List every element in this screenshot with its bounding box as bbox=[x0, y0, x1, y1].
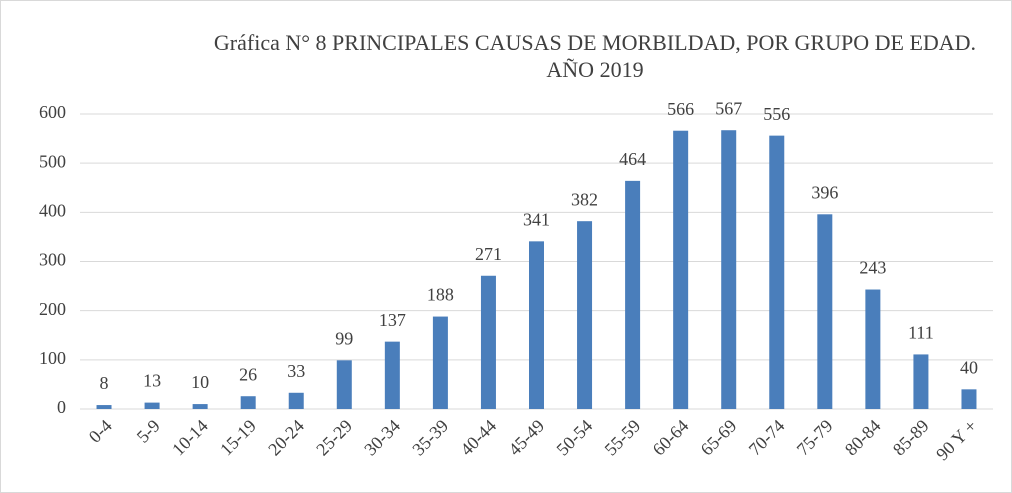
data-label: 382 bbox=[571, 189, 598, 209]
data-label: 13 bbox=[143, 371, 161, 391]
data-label: 10 bbox=[191, 372, 209, 392]
bar bbox=[480, 275, 496, 409]
data-label: 271 bbox=[475, 244, 502, 264]
data-label: 26 bbox=[239, 364, 257, 384]
chart-title: Gráfica N° 8 PRINCIPALES CAUSAS DE MORBI… bbox=[214, 30, 976, 82]
bar bbox=[529, 241, 544, 409]
data-label: 188 bbox=[427, 285, 454, 305]
data-label: 8 bbox=[100, 373, 109, 393]
y-tick-label: 600 bbox=[39, 102, 66, 122]
bar bbox=[144, 402, 160, 409]
y-tick-label: 200 bbox=[39, 299, 66, 319]
data-label: 396 bbox=[811, 182, 838, 202]
bar bbox=[961, 389, 977, 409]
data-label: 99 bbox=[335, 328, 353, 348]
data-label: 137 bbox=[379, 310, 406, 330]
bar bbox=[769, 135, 785, 409]
y-tick-label: 400 bbox=[39, 200, 66, 220]
data-label: 40 bbox=[960, 357, 978, 377]
bar bbox=[913, 354, 929, 409]
data-label: 341 bbox=[523, 209, 550, 229]
y-tick-label: 100 bbox=[39, 348, 66, 368]
data-label: 464 bbox=[619, 149, 646, 169]
data-label: 556 bbox=[763, 104, 790, 124]
y-tick-label: 0 bbox=[57, 397, 66, 417]
bar bbox=[721, 130, 737, 409]
bar bbox=[865, 289, 881, 409]
y-tick-label: 300 bbox=[39, 250, 66, 270]
data-label: 566 bbox=[667, 99, 694, 119]
data-label: 33 bbox=[287, 361, 305, 381]
data-label: 111 bbox=[908, 323, 934, 343]
data-label: 243 bbox=[859, 258, 886, 278]
data-label: 567 bbox=[715, 98, 742, 118]
bar bbox=[336, 360, 352, 409]
bar bbox=[240, 396, 256, 409]
bar bbox=[288, 392, 304, 409]
bar bbox=[384, 341, 400, 409]
bar bbox=[625, 180, 641, 409]
y-tick-label: 500 bbox=[39, 151, 66, 171]
bar bbox=[577, 221, 593, 409]
bar bbox=[673, 130, 689, 409]
bar bbox=[192, 404, 208, 409]
bar bbox=[817, 214, 833, 409]
bar bbox=[96, 405, 112, 409]
bar bbox=[432, 316, 448, 409]
